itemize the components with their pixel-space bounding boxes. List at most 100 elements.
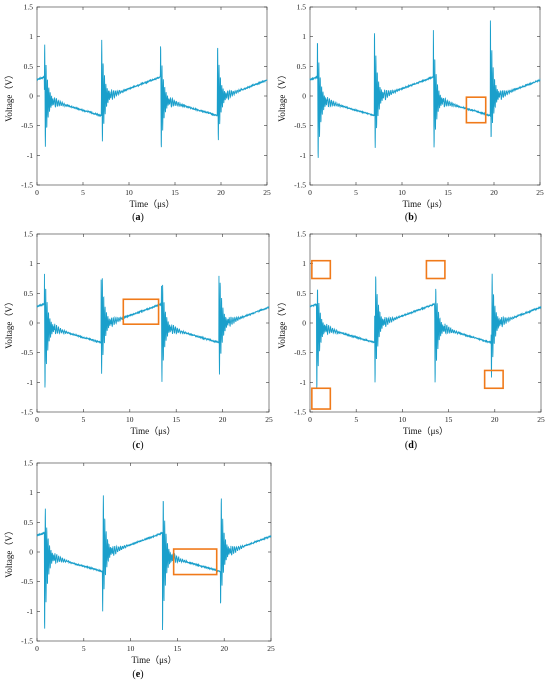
x-tick-label: 0 [35, 415, 39, 424]
highlight-box [311, 387, 332, 410]
panel-caption-a: (a) [132, 212, 144, 223]
x-tick-label: 25 [263, 188, 271, 197]
voltage-trace [36, 39, 268, 148]
highlight-box [172, 548, 218, 576]
y-tick-label: -1 [27, 378, 33, 387]
x-tick-label: 25 [536, 188, 544, 197]
panel-caption-letter: e [136, 669, 141, 680]
x-axis-label: Time（μs） [129, 199, 174, 209]
y-tick-label: 0 [302, 92, 306, 101]
y-tick-label: 1 [302, 32, 306, 41]
y-tick-label: -1 [300, 151, 306, 160]
x-tick-label: 20 [220, 644, 228, 653]
x-tick-label: 0 [308, 188, 312, 197]
y-tick-label: -0.5 [21, 121, 33, 130]
y-tick-label: -0.5 [21, 577, 33, 586]
y-tick-label: -1.5 [21, 181, 33, 190]
x-axis-label: Time（μs） [402, 199, 447, 209]
x-tick-label: 20 [490, 188, 498, 197]
highlight-box [122, 298, 160, 325]
panel-c: Voltage（V） Time（μs） (c) 0 5 10 15 20 25 1.5 1 0.… [4, 230, 273, 452]
voltage-trace [309, 20, 541, 158]
x-tick-label: 0 [308, 415, 312, 424]
panel-caption-letter: d [408, 440, 414, 451]
panel-a: Voltage（V） Time（μs） (a) 0 5 10 15 20 25 1.5 1 0.… [4, 3, 271, 224]
y-tick-label: -0.5 [294, 348, 306, 357]
x-tick-label: 5 [82, 415, 86, 424]
y-tick-label: -0.5 [21, 348, 33, 357]
y-tick-label: 0 [29, 319, 33, 328]
y-tick-label: 1.5 [24, 459, 34, 468]
y-tick-label: -1 [300, 378, 306, 387]
y-axis-label: Voltage（V） [4, 297, 14, 349]
x-tick-label: 20 [491, 415, 499, 424]
voltage-trace [36, 273, 270, 388]
x-tick-label: 5 [81, 188, 85, 197]
x-tick-label: 10 [399, 415, 407, 424]
y-axis-label: Voltage（V） [4, 526, 14, 578]
x-tick-label: 10 [398, 188, 406, 197]
y-tick-label: 1 [29, 488, 33, 497]
y-tick-label: 1.5 [24, 230, 34, 239]
x-tick-label: 15 [174, 644, 182, 653]
y-axis-label: Voltage（V） [277, 297, 287, 349]
y-tick-label: 0 [302, 319, 306, 328]
x-tick-label: 25 [267, 644, 275, 653]
x-tick-label: 25 [537, 415, 545, 424]
y-axis-label: Voltage（V） [277, 70, 287, 122]
x-tick-label: 25 [265, 415, 273, 424]
y-tick-label: 0 [29, 92, 33, 101]
y-tick-label: 0.5 [24, 62, 34, 71]
voltage-trace [309, 273, 542, 389]
x-tick-label: 15 [171, 188, 179, 197]
x-tick-label: 5 [354, 188, 358, 197]
y-tick-label: -1.5 [21, 408, 33, 417]
x-tick-label: 5 [354, 415, 358, 424]
x-tick-label: 10 [126, 415, 134, 424]
x-tick-label: 10 [125, 188, 133, 197]
y-tick-label: -1 [27, 607, 33, 616]
x-axis-label: Time（μs） [130, 426, 175, 436]
panel-b: Voltage（V） Time（μs） (b) 0 5 10 15 20 25 1.5 1 0.… [277, 3, 544, 224]
x-tick-label: 5 [82, 644, 86, 653]
panel-caption-letter: c [136, 440, 141, 451]
y-tick-label: 0.5 [297, 62, 307, 71]
highlight-box [425, 259, 446, 280]
x-tick-label: 10 [127, 644, 135, 653]
panel-d: Voltage（V） Time（μs） (d) 0 5 10 15 20 25 1.5 1 0.… [277, 230, 545, 452]
highlight-box [465, 96, 487, 124]
panel-caption-d: (d) [405, 440, 417, 451]
x-axis-label: Time（μs） [403, 426, 448, 436]
panel-e: Voltage（V） Time（μs） (e) 0 5 10 15 20 25 1.5 1 0.… [4, 459, 275, 681]
y-tick-label: -1.5 [294, 408, 306, 417]
x-tick-label: 15 [172, 415, 180, 424]
y-tick-label: 1.5 [297, 3, 307, 12]
y-tick-label: 1.5 [24, 3, 34, 12]
x-tick-label: 0 [35, 644, 39, 653]
y-tick-label: 0.5 [24, 289, 34, 298]
y-tick-label: 1 [302, 259, 306, 268]
voltage-trace [36, 495, 272, 630]
highlight-box [483, 369, 504, 390]
panel-caption-letter: b [408, 212, 414, 223]
y-tick-label: -0.5 [294, 121, 306, 130]
x-tick-label: 0 [35, 188, 39, 197]
x-axis-label: Time（μs） [131, 655, 176, 665]
panel-caption-c: (c) [132, 440, 143, 451]
x-tick-label: 15 [445, 415, 453, 424]
y-tick-label: 1 [29, 32, 33, 41]
y-tick-label: 0.5 [24, 518, 34, 527]
panel-caption-b: (b) [405, 212, 417, 223]
panel-caption-e: (e) [132, 669, 143, 680]
y-tick-label: -1.5 [294, 181, 306, 190]
panel-caption-letter: a [136, 212, 141, 223]
y-tick-label: 1.5 [297, 230, 307, 239]
y-tick-label: -1 [27, 151, 33, 160]
y-tick-label: -1.5 [21, 637, 33, 646]
highlight-box [311, 259, 332, 280]
x-tick-label: 20 [219, 415, 227, 424]
y-axis-label: Voltage（V） [4, 70, 14, 122]
y-tick-label: 0.5 [297, 289, 307, 298]
x-tick-label: 20 [217, 188, 225, 197]
